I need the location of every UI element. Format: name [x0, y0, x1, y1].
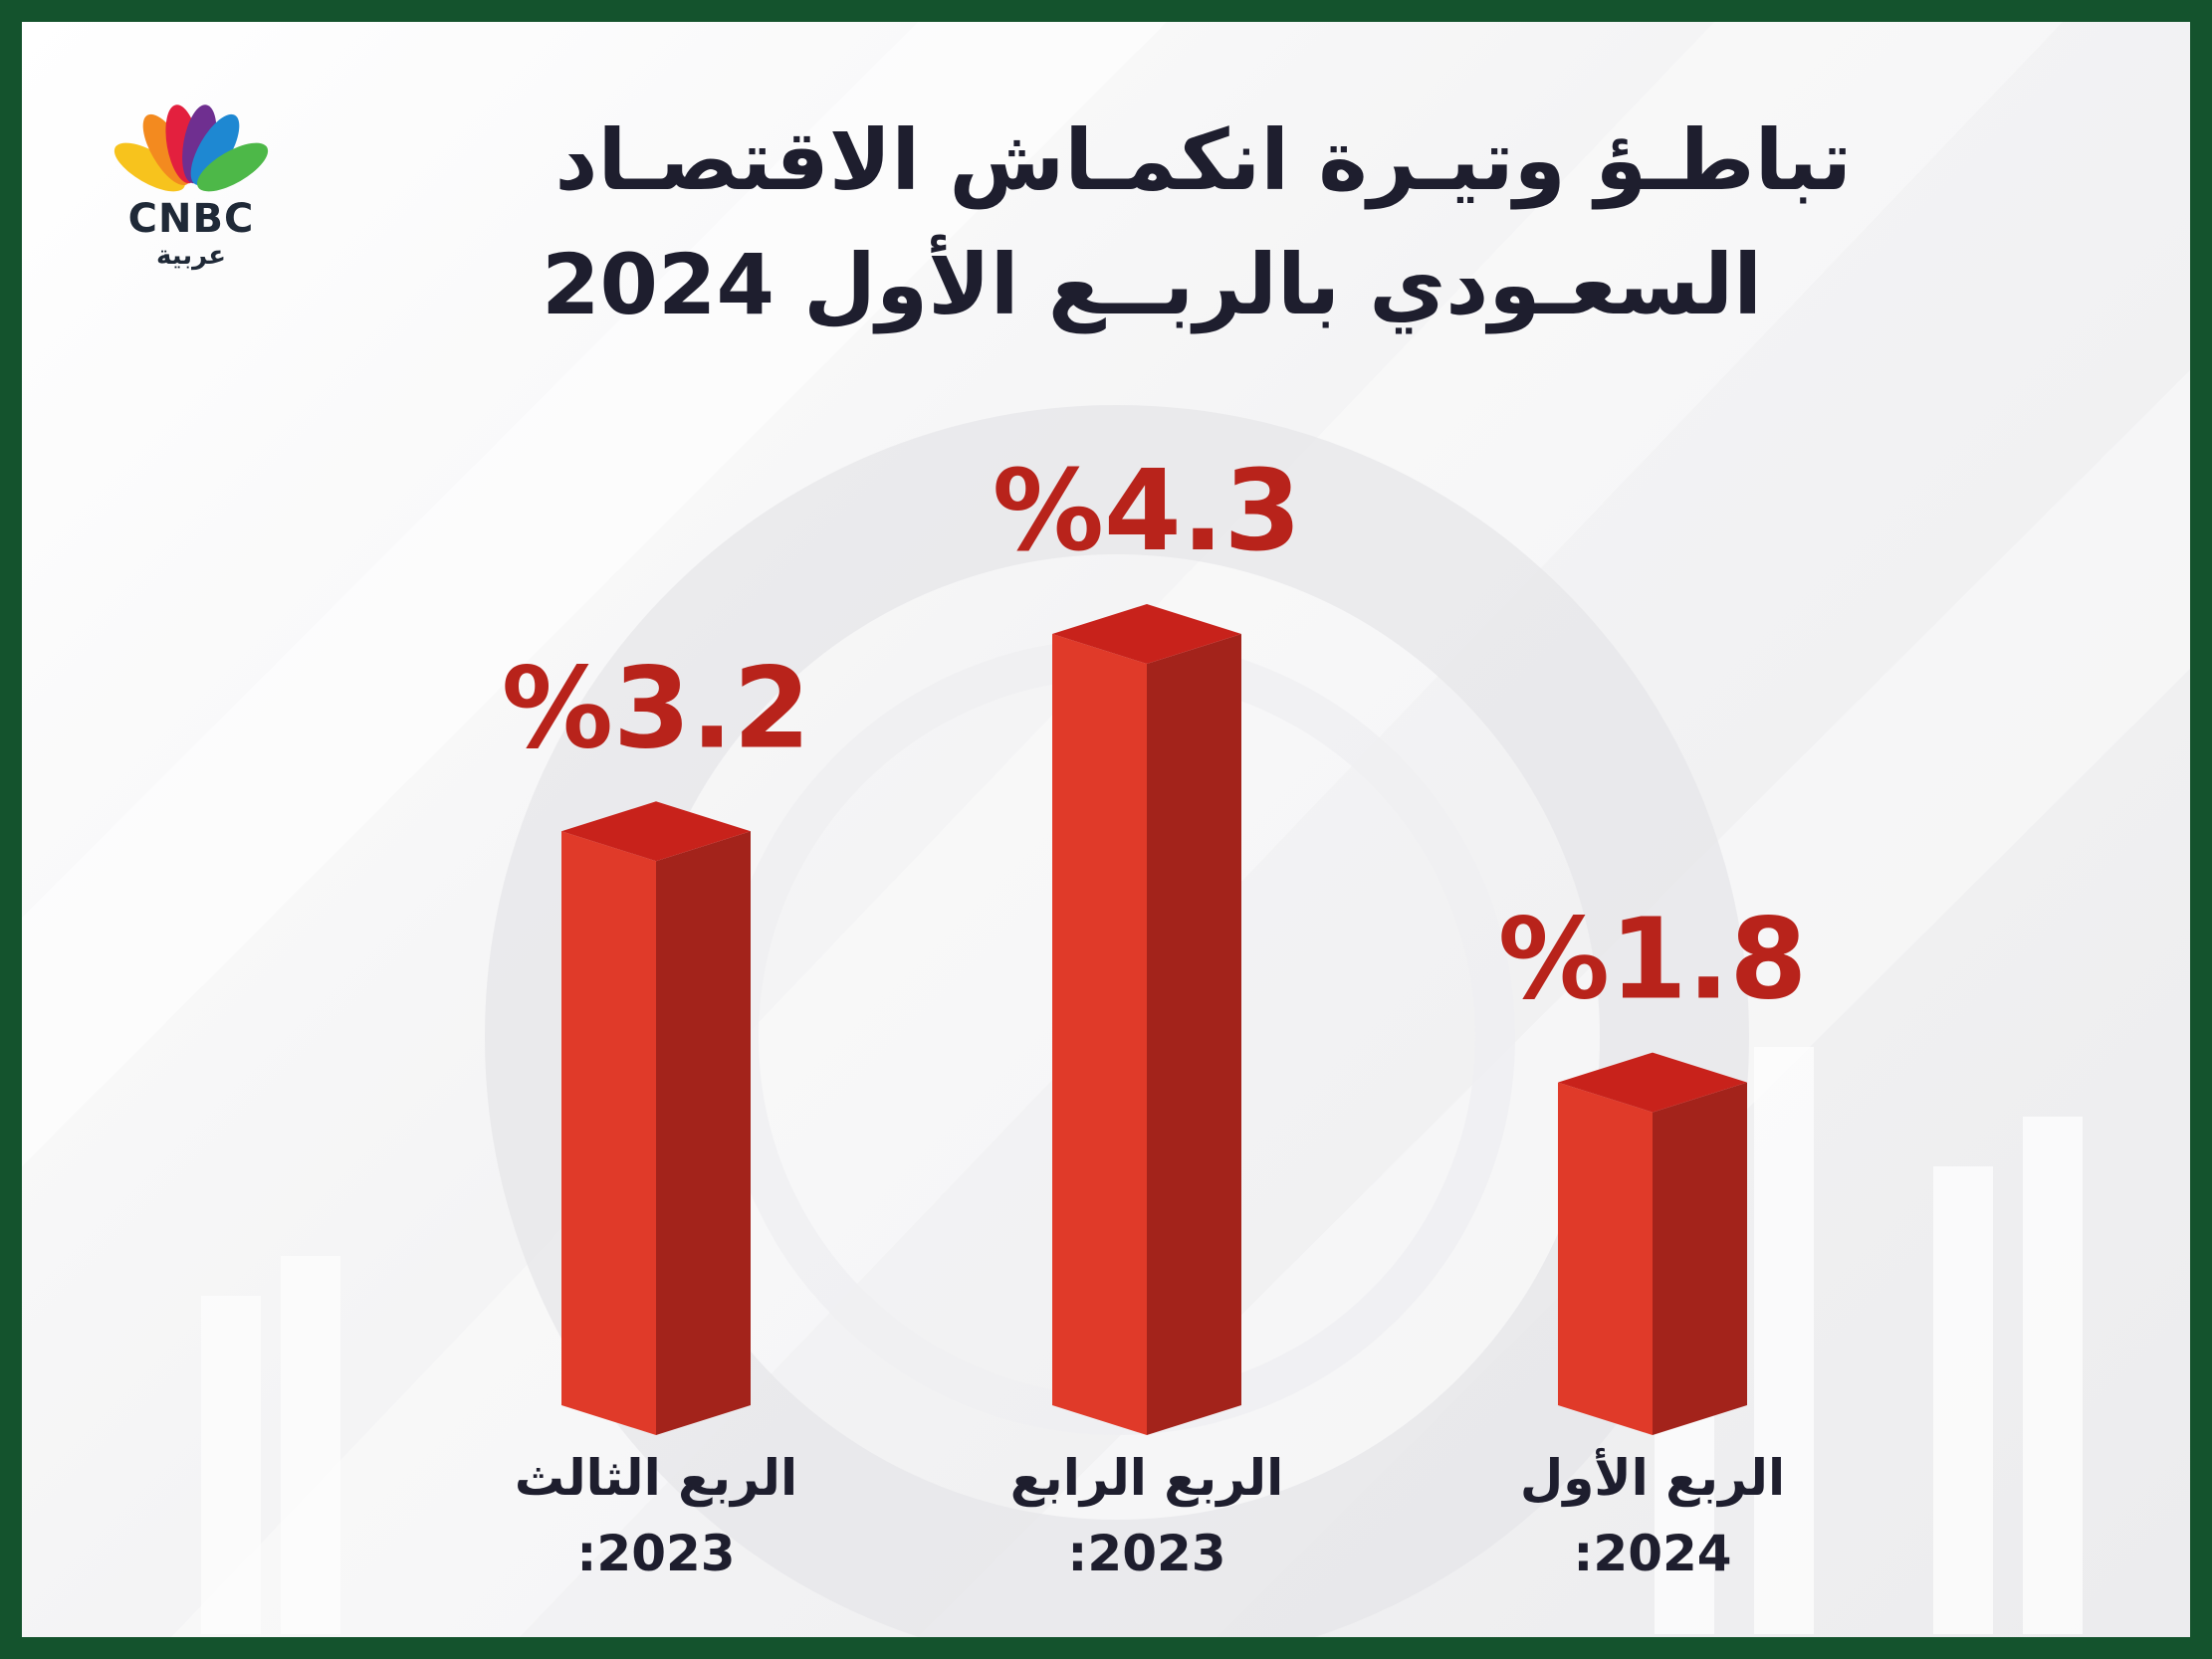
logo-text: CNBC — [127, 196, 255, 242]
bar-front-face — [561, 831, 656, 1435]
bar-front-face — [1052, 634, 1147, 1435]
category-quarter: الربع الرابع — [1009, 1449, 1284, 1507]
bar — [1558, 1052, 1747, 1435]
category-year: :2024 — [1573, 1525, 1732, 1582]
bar — [561, 801, 751, 1435]
bar-chart: %3.2 %4.3 %1.8 — [502, 447, 1808, 1435]
peacock-icon — [113, 104, 269, 192]
category-year: :2023 — [576, 1525, 736, 1582]
bar-top-face — [1052, 604, 1241, 664]
bar-side-face — [1147, 634, 1241, 1435]
logo-subtext: عربية — [155, 241, 227, 271]
infographic-frame: CNBC عربية تباطـؤ وتيـرة انكمـاش الاقتصـ… — [22, 22, 2190, 1637]
bar-value-label: %3.2 — [502, 644, 811, 773]
peacock-feather — [113, 142, 185, 192]
title-line-1: تباطـؤ وتيـرة انكمـاش الاقتصـاد — [554, 111, 1852, 209]
category-label: الربع الأول :2024 — [1453, 1440, 1852, 1591]
category-year: :2023 — [1067, 1525, 1226, 1582]
category-quarter: الربع الثالث — [514, 1449, 798, 1507]
category-quarter: الربع الأول — [1519, 1449, 1786, 1507]
peacock-feather — [190, 113, 240, 185]
bar-value-label: %1.8 — [1498, 896, 1808, 1025]
bar-front-face — [1558, 1082, 1653, 1435]
category-label: الربع الثالث :2023 — [457, 1440, 855, 1591]
peacock-feather — [197, 142, 269, 192]
category-label: الربع الرابع :2023 — [948, 1440, 1346, 1591]
bar — [1052, 604, 1241, 1435]
bar-side-face — [656, 831, 751, 1435]
bar-side-face — [1653, 1082, 1747, 1435]
title-line-2: السعـودي بالربــع الأول 2024 — [542, 236, 1762, 333]
bar-value-label: %4.3 — [993, 447, 1302, 576]
bar-top-face — [561, 801, 751, 862]
cnbc-arabia-logo: CNBC عربية — [92, 97, 291, 276]
bar-top-face — [1558, 1052, 1747, 1113]
